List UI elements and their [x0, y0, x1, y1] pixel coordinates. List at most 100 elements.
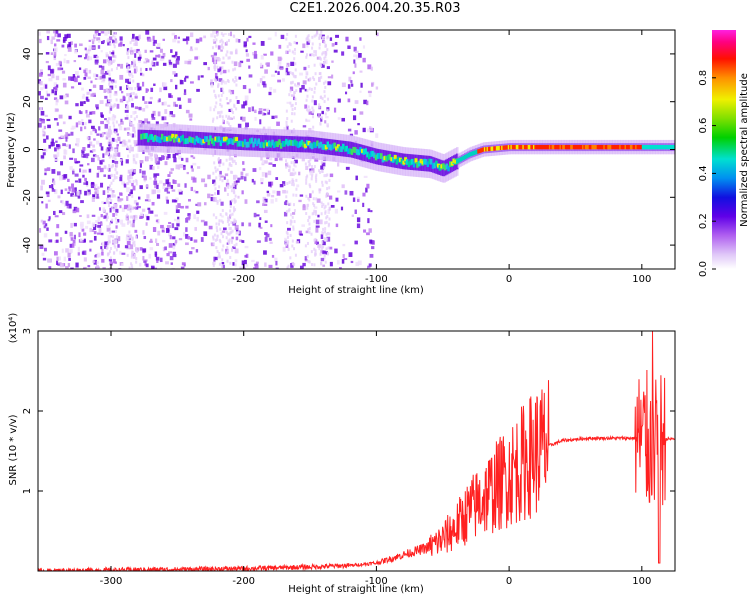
- spectrogram-pixel: [107, 40, 111, 46]
- spectrogram-pixel: [133, 128, 136, 132]
- spectrogram-pixel: [107, 242, 110, 246]
- spectrogram-pixel: [254, 138, 257, 145]
- spectrogram-pixel: [362, 202, 365, 208]
- spectrogram-pixel: [354, 209, 357, 215]
- spectrogram-pixel: [353, 59, 356, 64]
- spectrogram-pixel: [278, 157, 283, 161]
- spectrogram-pixel: [310, 250, 313, 254]
- spectrogram-pixel: [177, 189, 182, 193]
- spectrogram-pixel: [129, 78, 132, 82]
- spectrogram-pixel: [165, 179, 169, 185]
- spectrogram-pixel: [194, 227, 198, 231]
- snr-multiplier: (x10⁴): [8, 313, 19, 344]
- spectrogram-pixel: [362, 45, 366, 49]
- spectrogram-pixel: [39, 228, 42, 233]
- spectrogram-pixel: [274, 115, 278, 119]
- spectrogram-pixel: [98, 207, 101, 211]
- spectrogram-pixel: [543, 144, 546, 150]
- spectrogram-pixel: [355, 261, 360, 267]
- spectrogram-pixel: [567, 144, 570, 150]
- spectrogram-pixel: [231, 229, 234, 233]
- spectrogram-pixel: [159, 137, 162, 144]
- spectrogram-pixel: [53, 210, 56, 216]
- spectrogram-pixel: [293, 209, 296, 213]
- spectrogram-pixel: [216, 116, 219, 120]
- spectrogram-pixel: [131, 97, 134, 101]
- spectrogram-pixel: [229, 99, 232, 103]
- spectrogram-pixel: [324, 251, 328, 255]
- spectrogram-pixel: [120, 118, 123, 122]
- spectrogram-pixel: [222, 46, 225, 50]
- spectrogram-pixel: [112, 154, 115, 158]
- spectrogram-pixel: [178, 138, 182, 143]
- spectrogram-pixel: [619, 144, 622, 150]
- spectrogram-pixel: [76, 160, 81, 164]
- spectrogram-pixel: [112, 212, 115, 217]
- spectrogram-pixel: [112, 235, 115, 239]
- spectrogram-pixel: [428, 158, 431, 165]
- spectrogram-pixel: [221, 262, 225, 265]
- spectrogram-pixel: [226, 102, 230, 105]
- spectrogram-pixel: [161, 227, 166, 230]
- spectrogram-pixel: [96, 37, 101, 41]
- spectrogram-pixel: [229, 214, 232, 219]
- spectrogram-pixel: [307, 105, 310, 109]
- spectrogram-pixel: [306, 203, 309, 207]
- spectrogram-pixel: [390, 157, 394, 162]
- spectrogram-pixel: [366, 151, 369, 158]
- spectrogram-pixel: [129, 170, 132, 174]
- spectrogram-pixel: [454, 159, 458, 164]
- spectrogram-pixel: [309, 157, 312, 161]
- spectrogram-pixel: [221, 66, 224, 70]
- spectrogram-pixel: [292, 128, 295, 132]
- spectrogram-pixel: [341, 259, 345, 264]
- spectrogram-pixel: [326, 232, 329, 236]
- spectrogram-pixel: [292, 96, 296, 101]
- spectrogram-pixel: [215, 246, 218, 250]
- spectrogram-pixel: [164, 246, 167, 251]
- spectrogram-pixel: [367, 218, 370, 224]
- spectrogram-pixel: [295, 89, 298, 93]
- spectrogram-pixel: [121, 263, 124, 266]
- spectrogram-pixel: [97, 224, 102, 228]
- spectrogram-pixel: [213, 108, 216, 112]
- spectrogram-pixel: [131, 207, 134, 211]
- spectrogram-pixel: [305, 181, 308, 185]
- spectrogram-pixel: [77, 252, 80, 256]
- spectrogram-pixel: [318, 219, 323, 225]
- spectrogram-pixel: [145, 105, 149, 109]
- spectrogram-pixel: [105, 218, 108, 222]
- spectrogram-pixel: [97, 232, 102, 235]
- spectrogram-pixel: [381, 156, 385, 163]
- spectrogram-pixel: [94, 184, 97, 189]
- spectrogram-pixel: [328, 217, 331, 221]
- spectrogram-pixel: [168, 221, 172, 225]
- spectrogram-pixel: [213, 68, 216, 72]
- spectrogram-pixel: [187, 60, 192, 65]
- spectrogram-pixel: [190, 165, 193, 169]
- spectrogram-pixel: [76, 75, 80, 78]
- spectrogram-pixel: [91, 40, 95, 45]
- spectrogram-pixel: [130, 87, 133, 91]
- spectrogram-pixel: [252, 42, 256, 45]
- spectrogram-pixel: [220, 232, 223, 236]
- spectrogram-pixel: [132, 154, 135, 158]
- spectrogram-pixel: [44, 97, 48, 101]
- spectrogram-pixel: [416, 162, 419, 168]
- spectrogram-pixel: [115, 225, 118, 229]
- spectrogram-pixel: [278, 61, 282, 65]
- spectrogram-pixel: [270, 199, 274, 204]
- spectrogram-pixel: [214, 72, 218, 78]
- spectrogram-pixel: [369, 151, 373, 157]
- spectrogram-pixel: [402, 160, 406, 165]
- spectrogram-pixel: [44, 247, 47, 252]
- spectrogram-pixel: [313, 209, 316, 213]
- spectrogram-pixel: [225, 97, 228, 101]
- spectrogram-pixel: [93, 226, 97, 231]
- spectrogram-pixel: [152, 110, 156, 116]
- spectrogram-pixel: [144, 118, 149, 123]
- spectrogram-pixel: [54, 108, 59, 113]
- snr-y-ticks: 123: [22, 328, 675, 494]
- spectrogram-pixel: [542, 144, 545, 150]
- spectrogram-pixel: [369, 253, 374, 258]
